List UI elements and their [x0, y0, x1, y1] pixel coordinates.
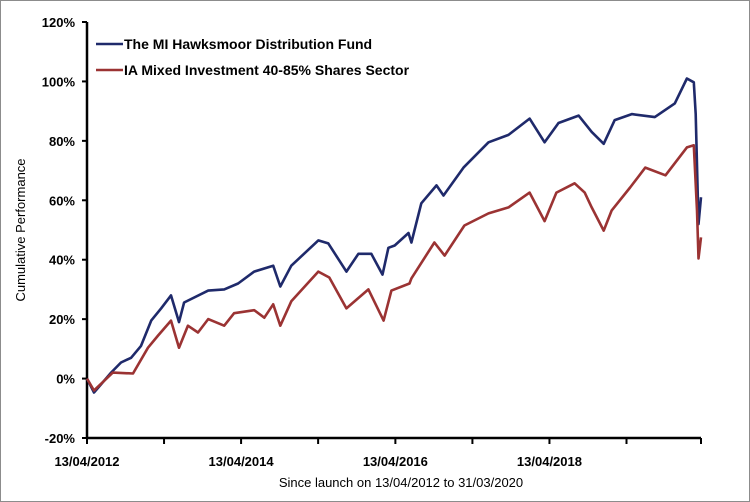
y-axis-title: Cumulative Performance — [13, 158, 28, 301]
y-tick-label: 40% — [49, 253, 75, 268]
y-tick-label: 120% — [42, 15, 76, 30]
y-tick-label: 60% — [49, 193, 75, 208]
y-tick-label: 20% — [49, 312, 75, 327]
series-line-fund — [85, 77, 703, 394]
x-tick-label: 13/04/2012 — [54, 454, 119, 469]
legend-label-fund: The MI Hawksmoor Distribution Fund — [124, 36, 372, 52]
x-tick-label: 13/04/2014 — [209, 454, 275, 469]
y-tick-label: -20% — [45, 431, 76, 446]
y-tick-label: 100% — [42, 74, 76, 89]
x-axis-title: Since launch on 13/04/2012 to 31/03/2020 — [279, 475, 523, 490]
y-tick-label: 80% — [49, 134, 75, 149]
series-line-sector — [85, 144, 703, 392]
legend-label-sector: IA Mixed Investment 40-85% Shares Sector — [124, 62, 410, 78]
y-tick-label: 0% — [56, 372, 75, 387]
legend: The MI Hawksmoor Distribution Fund IA Mi… — [96, 36, 410, 78]
x-tick-label: 13/04/2018 — [517, 454, 582, 469]
x-tick-label: 13/04/2016 — [363, 454, 428, 469]
